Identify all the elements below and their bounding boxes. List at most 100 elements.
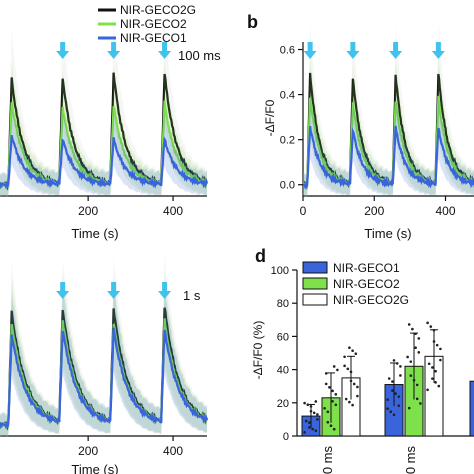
x-tick-label: 0 [300,204,307,218]
panel-b-traces: b -ΔF/F0 Time (s) 0 200 400 0.0 0.2 0.4 0.6 [247,12,474,241]
stimulus-arrow-3 [158,282,172,299]
data-point [349,370,353,374]
data-point [439,358,442,362]
x-category-label: 500 ms [403,446,418,474]
data-point [387,377,391,380]
data-point [391,380,394,383]
data-point [324,372,328,375]
panel-c-traces: 1 s Time (s) 200 400 [0,255,209,474]
data-point [432,340,436,343]
data-point [406,355,409,359]
stimulus-arrow-1 [56,42,70,59]
y-tick-label: 80 [277,298,289,310]
stimulus-arrow-2 [107,42,121,59]
data-point [309,405,313,408]
bar-partial [469,380,474,437]
data-point [344,397,348,401]
trace-band-nir-geco1 [303,94,474,198]
data-point [323,406,326,410]
data-point [386,407,389,411]
data-point [391,389,394,392]
data-point [332,365,336,368]
legend-swatch-d-nir-geco2g [302,293,328,306]
data-point [348,400,351,404]
trace-band-nir-geco1 [0,282,207,438]
y-tick-label: 40 [277,365,289,377]
trace-line-nir-geco1 [302,125,474,190]
y-tick-label: 0.2 [280,135,295,147]
data-point [432,328,436,332]
data-point [414,332,417,336]
data-point [308,426,311,429]
y-tick-label: 20 [277,398,289,410]
data-point [414,346,417,349]
legend-label-nir-geco2: NIR-GECO2 [120,17,187,31]
legend: NIR-GECO2G NIR-GECO2 NIR-GECO1 [98,3,196,45]
data-point [426,321,429,325]
data-point [394,392,397,395]
data-point [392,413,396,417]
data-point [429,325,433,328]
data-point [397,395,401,398]
panel-d-bars: d -ΔF/F0 (%) 0 20 40 60 80 100 100 ms 500 ms NIR… [251,246,474,474]
panel-d-ylabel: -ΔF/F0 (%) [251,321,265,380]
data-point [303,431,306,434]
y-tick-label: 60 [277,331,289,343]
y-tick-label: 0 [283,431,289,443]
data-point [308,421,311,424]
data-point [326,410,330,414]
data-point [312,411,316,415]
data-point [415,397,419,401]
data-point [437,384,441,388]
data-point [431,366,434,369]
data-point [332,427,336,431]
data-point [326,420,330,424]
data-point [431,377,434,380]
data-point [348,346,351,349]
data-point [397,404,401,407]
data-point [417,351,421,354]
data-point [316,413,319,416]
data-point [311,427,314,431]
x-tick-label: 200 [78,444,98,458]
data-point [412,378,416,382]
trace-band-nir-geco2 [0,59,207,198]
stimulus-arrow-1 [56,282,70,299]
data-point [346,367,350,371]
legend-label-d-nir-geco2g: NIR-GECO2G [333,293,409,307]
trace-line-nir-geco1 [0,327,209,430]
data-point [427,362,431,366]
panel-b-ylabel: -ΔF/F0 [263,99,277,136]
data-point [392,359,396,362]
stimulus-arrow-4 [431,42,445,59]
stimulus-arrow-3 [389,42,403,59]
data-point [303,401,306,405]
y-tick-label: 100 [271,265,289,277]
data-point [352,382,356,386]
data-point [314,400,318,403]
data-point [324,382,328,386]
y-tick-label: 0.6 [280,45,295,57]
x-tick-label: 200 [364,204,384,218]
x-tick-label: 400 [435,204,455,218]
data-point [435,343,439,347]
data-point [343,364,346,368]
data-point [434,381,437,384]
data-point [434,369,437,373]
data-point [314,429,318,433]
trace-band-nir-geco2 [303,53,474,198]
legend-swatch-d-nir-geco2 [302,277,328,290]
legend-label-nir-geco2g: NIR-GECO2G [120,3,196,17]
data-point [351,403,354,407]
data-point [336,368,339,372]
panel-c-xlabel: Time (s) [71,462,118,474]
data-point [409,374,413,377]
stimulus-arrow-1 [303,42,317,59]
stimulus-arrow-2 [107,282,121,299]
data-point [351,349,354,353]
legend-label-nir-geco1: NIR-GECO1 [120,31,187,45]
x-tick-label: 400 [163,204,183,218]
data-point [309,409,313,413]
trace-band-nir-geco1 [0,106,207,198]
